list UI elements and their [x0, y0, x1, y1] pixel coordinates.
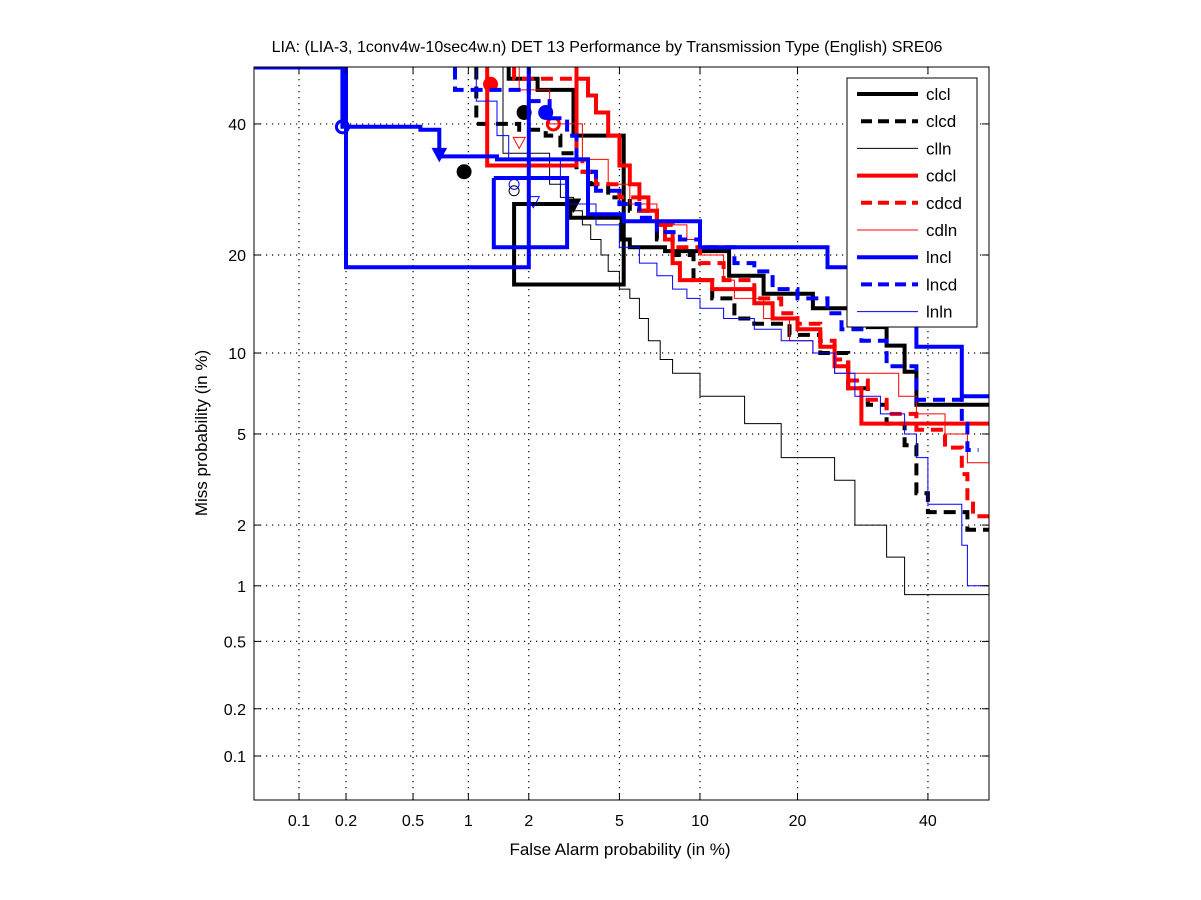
- series-line-cdln: [518, 67, 989, 464]
- marker-lncl: [334, 119, 350, 135]
- x-tick-label: 0.2: [335, 813, 357, 830]
- marker-clln: [508, 185, 520, 197]
- series-line-lnln: [475, 67, 989, 587]
- series-cdln: [512, 67, 989, 464]
- y-tick-label: 0.1: [224, 749, 246, 766]
- series-layer: [254, 67, 989, 596]
- marker-lnln: [526, 196, 541, 209]
- marker-lnln: [508, 178, 520, 190]
- legend-label-clcd: clcd: [926, 112, 956, 131]
- y-tick-label: 2: [237, 518, 246, 535]
- legend: clcl clcd clln cdcl cdcd cdln lncl lncd lnln: [846, 77, 978, 328]
- x-tick-label: 0.1: [288, 813, 310, 830]
- series-segment-lncl: [344, 67, 531, 270]
- y-axis-label: Miss probability (in %): [192, 350, 211, 516]
- legend-label-lncd: lncd: [926, 275, 957, 294]
- x-tick-label: 5: [615, 813, 624, 830]
- marker-clcl: [456, 164, 472, 180]
- y-tick-label: 5: [237, 427, 246, 444]
- x-tick-label: 40: [919, 813, 937, 830]
- y-tick-label: 40: [228, 117, 246, 134]
- series-line-clln: [502, 67, 989, 596]
- series-line-lncd: [453, 67, 979, 452]
- legend-label-cdcl: cdcl: [926, 167, 956, 186]
- legend-label-lnln: lnln: [926, 303, 952, 322]
- x-tick-label: 10: [691, 813, 709, 830]
- y-tick-label: 0.5: [224, 634, 246, 651]
- series-clln: [502, 67, 989, 596]
- chart-title: LIA: (LIA-3, 1conv4w-10sec4w.n) DET 13 P…: [272, 39, 943, 56]
- x-tick-label: 2: [524, 813, 533, 830]
- x-tick-label: 20: [789, 813, 807, 830]
- marker-lncl: [431, 147, 448, 163]
- legend-label-cdln: cdln: [926, 221, 957, 240]
- x-tick-label: 1: [464, 813, 473, 830]
- series-line-clcd: [474, 67, 989, 532]
- x-axis-label: False Alarm probability (in %): [509, 840, 730, 859]
- legend-label-cdcd: cdcd: [926, 194, 962, 213]
- y-tick-label: 1: [237, 579, 246, 596]
- x-tick-label: 0.5: [402, 813, 424, 830]
- legend-label-lncl: lncl: [926, 248, 952, 267]
- legend-label-clln: clln: [926, 139, 952, 158]
- series-lncd: [453, 67, 979, 452]
- series-segment-lncl: [491, 176, 570, 250]
- marker-cdln: [512, 136, 527, 150]
- series-lnln: [475, 67, 989, 587]
- ticks: 0.1 0.2 0.5 1 2 5 10 20 40 0.1 0.2 0.5 1 2 5 10 20 40: [224, 67, 989, 830]
- legend-label-clcl: clcl: [926, 85, 951, 104]
- y-tick-label: 20: [228, 248, 246, 265]
- y-tick-label: 0.2: [224, 702, 246, 719]
- y-tick-label: 10: [228, 346, 246, 363]
